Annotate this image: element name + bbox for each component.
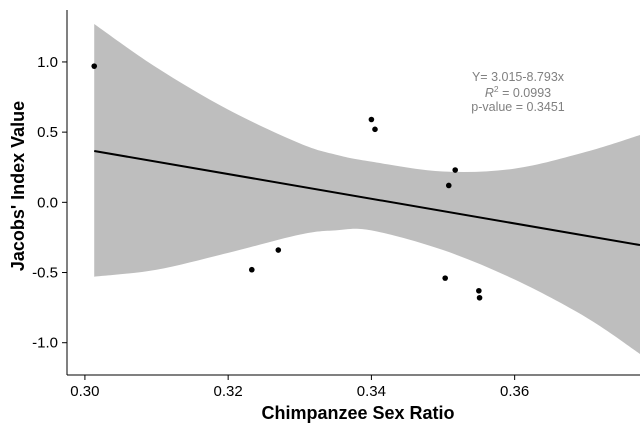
data-point-3 [275,247,282,253]
x-tick-label: 0.30 [70,383,99,400]
regression-equation: Y= 3.015-8.793x [472,70,565,84]
y-tick-label: 0.5 [37,124,58,141]
axes-layer: 0.30 0.32 0.34 0.36 1.0 0.5 0.0 -0.5 -1.0 [32,10,640,400]
confidence-band-layer [94,24,640,354]
x-tick-label: 0.34 [357,383,386,400]
data-point-9 [476,287,482,294]
regression-line [94,150,640,247]
data-point-10 [476,294,483,301]
y-tick-label: 1.0 [37,54,58,71]
data-point-4 [368,116,375,123]
data-point-8 [452,167,459,173]
x-tick-label: 0.36 [500,383,529,400]
data-point-7 [445,182,452,189]
data-points-layer [91,63,483,301]
data-point-6 [442,275,448,281]
r-squared-text: R2 = 0.0993 [485,84,551,100]
p-value-text: p-value = 0.3451 [471,100,565,114]
y-tick-label: -1.0 [32,335,58,352]
confidence-band [94,24,640,354]
x-axis-title: Chimpanzee Sex Ratio [261,403,454,423]
data-point-1 [91,63,98,69]
y-axis-title: Jacobs' Index Value [8,101,28,271]
annotation-layer: Y= 3.015-8.793x R2 = 0.0993 p-value = 0.… [471,70,565,114]
data-point-2 [248,266,255,273]
y-tick-label: 0.0 [37,194,58,211]
data-point-5 [372,126,378,133]
y-tick-label: -0.5 [32,265,58,282]
x-tick-label: 0.32 [214,383,243,400]
fit-line-layer [94,150,640,247]
